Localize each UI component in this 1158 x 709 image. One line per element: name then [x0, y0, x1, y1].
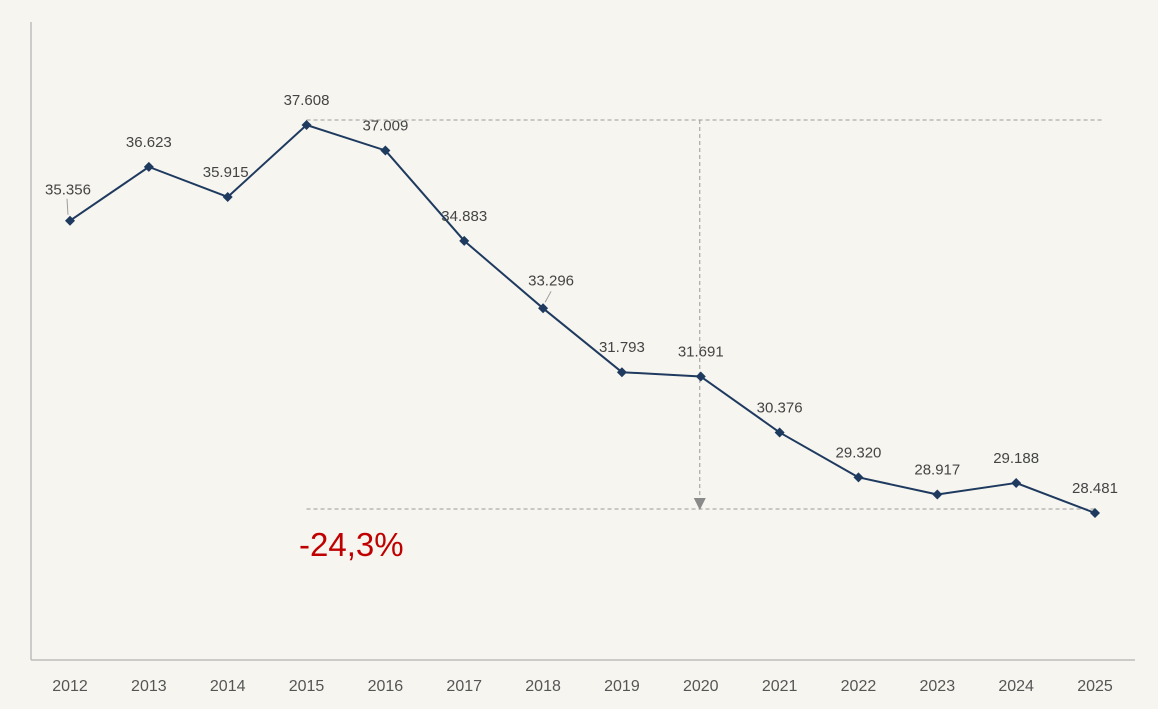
data-label: 30.376: [757, 399, 803, 416]
data-point-marker: [695, 371, 706, 382]
data-point-marker: [1090, 508, 1100, 518]
data-point-marker: [616, 367, 627, 378]
difference-arrowhead: [693, 498, 706, 510]
label-leader-line: [544, 291, 552, 303]
x-tick-label: 2019: [604, 678, 640, 695]
x-tick-label: 2020: [683, 678, 719, 695]
data-point-marker: [222, 191, 233, 202]
data-label: 31.793: [599, 339, 645, 356]
data-label: 35.915: [203, 164, 249, 181]
x-tick-label: 2021: [762, 678, 798, 695]
data-label: 29.320: [836, 444, 882, 461]
data-point-marker: [774, 427, 785, 438]
data-point-marker: [538, 303, 549, 314]
series-line: [69, 124, 1096, 514]
data-label: 35.356: [45, 182, 91, 199]
percent-change-annotation: -24,3%: [299, 526, 404, 563]
label-leader-line: [66, 198, 69, 215]
data-point-marker: [301, 120, 312, 130]
data-label: 37.009: [362, 117, 408, 134]
x-tick-label: 2018: [525, 678, 561, 695]
data-label: 29.188: [993, 450, 1039, 467]
data-point-marker: [143, 161, 154, 172]
data-label: 28.481: [1072, 480, 1118, 497]
data-label: 28.917: [914, 461, 960, 478]
x-tick-label: 2014: [210, 678, 246, 695]
data-point-marker: [932, 489, 943, 500]
x-tick-label: 2024: [998, 678, 1034, 695]
x-tick-label: 2013: [131, 678, 167, 695]
x-tick-label: 2015: [289, 678, 325, 695]
data-point-marker: [459, 235, 470, 246]
x-tick-label: 2022: [841, 678, 877, 695]
x-tick-label: 2016: [368, 678, 404, 695]
x-tick-label: 2025: [1077, 678, 1113, 695]
data-point-marker: [65, 215, 75, 226]
data-point-marker: [853, 472, 864, 483]
x-tick-label: 2023: [920, 678, 956, 695]
x-tick-label: 2017: [446, 678, 482, 695]
data-point-marker: [380, 145, 391, 156]
data-point-marker: [1011, 477, 1022, 488]
data-label: 37.608: [284, 92, 330, 109]
data-label: 33.296: [528, 272, 574, 289]
data-label: 34.883: [441, 208, 487, 225]
x-tick-label: 2012: [52, 678, 88, 695]
data-label: 36.623: [126, 134, 172, 151]
data-label: 31.691: [678, 344, 724, 361]
